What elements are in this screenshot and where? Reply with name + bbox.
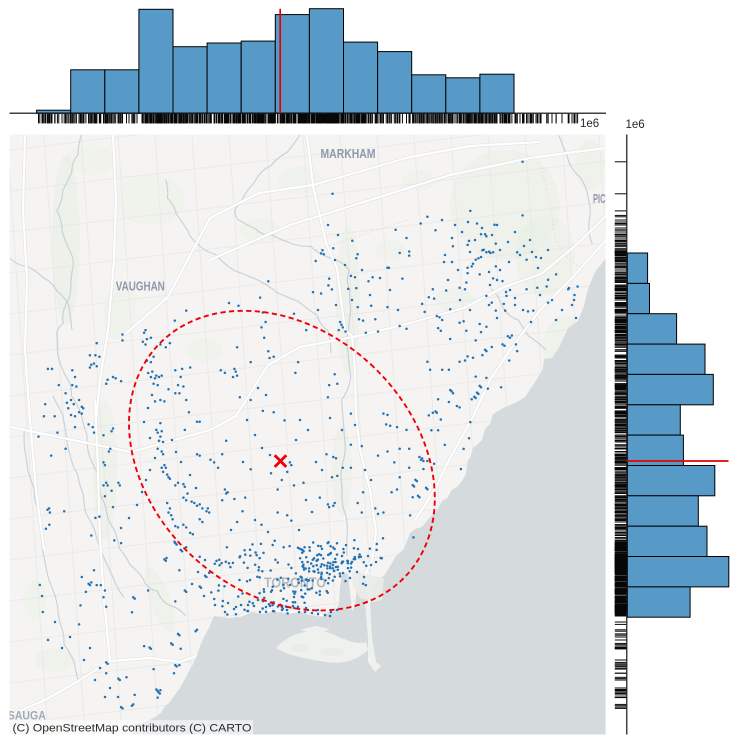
svg-text:1e6: 1e6 <box>580 118 599 130</box>
svg-text:PICKERING: PICKERING <box>593 192 635 206</box>
svg-text:TORONTO: TORONTO <box>264 575 326 592</box>
svg-text:SAUGA: SAUGA <box>8 711 46 723</box>
svg-text:1e6: 1e6 <box>626 119 645 131</box>
svg-text:MARKHAM: MARKHAM <box>321 147 376 161</box>
svg-text:VAUGHAN: VAUGHAN <box>116 280 165 294</box>
svg-text:(C) OpenStreetMap contributors: (C) OpenStreetMap contributors (C) CARTO <box>13 723 252 735</box>
